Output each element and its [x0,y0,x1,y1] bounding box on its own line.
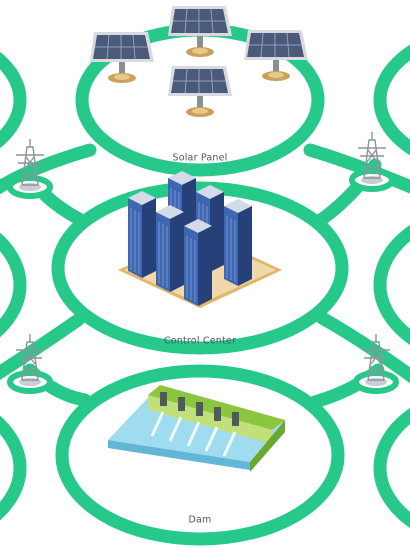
illustration-shape [160,392,167,406]
illustration-shape [380,25,410,175]
diagram: Solar Panel Control Center Dam [0,0,410,548]
illustration-shape [128,191,156,278]
node-label: Control Center [164,336,236,347]
illustration-shape [214,407,221,421]
illustration-shape [178,397,185,411]
illustration-shape [156,205,184,292]
illustration-shape [0,386,20,548]
node-label: Dam [189,515,212,526]
illustration-shape [224,199,252,286]
illustration-shape [184,219,212,306]
illustration-shape [380,386,410,548]
illustration-shape [0,203,20,367]
illustration-shape [232,412,239,426]
illustration-shape [380,203,410,367]
illustration-shape [196,402,203,416]
body: {"nodes": [{"label": "Solar Panel"}, {"l… [0,0,410,548]
node-label: Solar Panel [172,153,227,164]
illustration-shape [0,25,20,175]
page: Smart grid diagram html, body { margin: … [0,0,410,548]
